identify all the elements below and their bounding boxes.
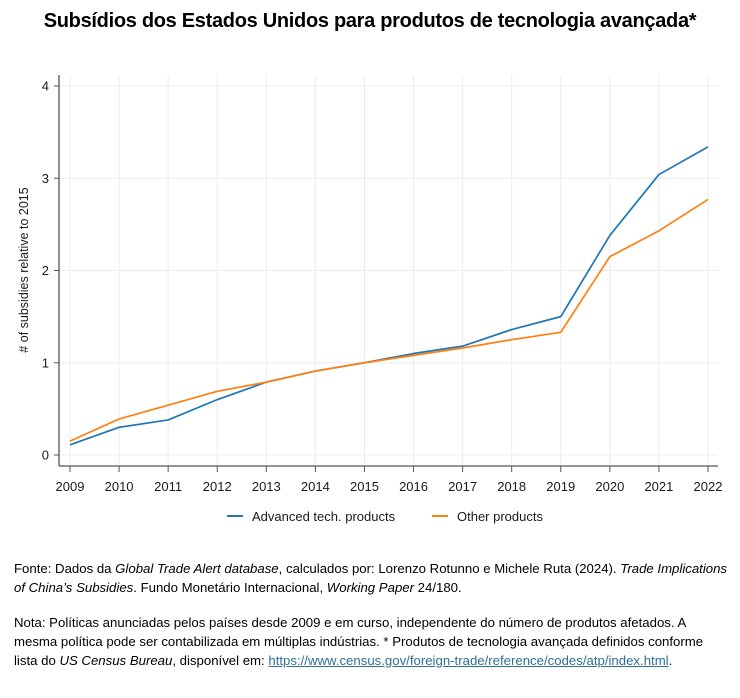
x-tick-label: 2016 [399,479,428,494]
source-note: Fonte: Dados da Global Trade Alert datab… [14,559,730,597]
y-tick-label: 1 [42,355,49,370]
x-tick-label: 2022 [694,479,723,494]
x-tick-label: 2011 [154,479,182,494]
source-paper-title: Trade Implications of China’s Subsidies [14,561,728,595]
footnote: Nota: Políticas anunciadas pelos países … [14,613,730,670]
legend: Advanced tech. products Other products [227,509,543,524]
x-tick-label: 2013 [252,479,281,494]
series-line-advanced-tech [69,146,709,446]
note-bureau: US Census Bureau [59,653,173,668]
y-axis-ticks: 0 1 2 3 4 [42,79,59,463]
x-tick-label: 2019 [546,479,575,494]
x-tick-label: 2017 [448,479,477,494]
series-line-other-products [69,198,709,442]
legend-label: Advanced tech. products [252,509,396,524]
y-tick-label: 0 [42,448,49,463]
y-tick-label: 4 [42,79,49,94]
source-series-name: Working Paper [326,580,415,595]
source-database: Global Trade Alert database [115,561,279,576]
note-text-2: , disponível em: [172,653,269,668]
y-tick-label: 2 [42,263,49,278]
source-number: 24/180. [414,580,462,595]
x-tick-label: 2010 [105,479,134,494]
note-text-1: Nota: Políticas anunciadas pelos países … [14,615,704,668]
x-tick-label: 2014 [301,479,330,494]
y-tick-label: 3 [42,171,49,186]
source-middle: , calculados por: Lorenzo Rotunno e Mich… [278,561,621,576]
x-tick-label: 2015 [350,479,379,494]
gridlines [59,75,718,466]
y-axis-title: # of subsidies relative to 2015 [17,187,31,352]
x-tick-label: 2009 [56,479,85,494]
x-axis-ticks: 2009 2010 2011 2012 2013 2014 2015 2016 2017 2018… [56,466,723,494]
chart-title: Subsídios dos Estados Unidos para produt… [43,10,697,32]
source-prefix: Fonte: Dados da [14,561,116,576]
source-after-title: . Fundo Monetário Internacional, [133,580,327,595]
series-lines [69,146,709,446]
x-tick-label: 2020 [595,479,624,494]
legend-label: Other products [457,509,543,524]
census-link[interactable]: https://www.census.gov/foreign-trade/ref… [268,653,669,668]
note-end: . [668,653,673,668]
x-tick-label: 2012 [203,479,232,494]
x-tick-label: 2021 [644,479,673,494]
x-tick-label: 2018 [497,479,526,494]
